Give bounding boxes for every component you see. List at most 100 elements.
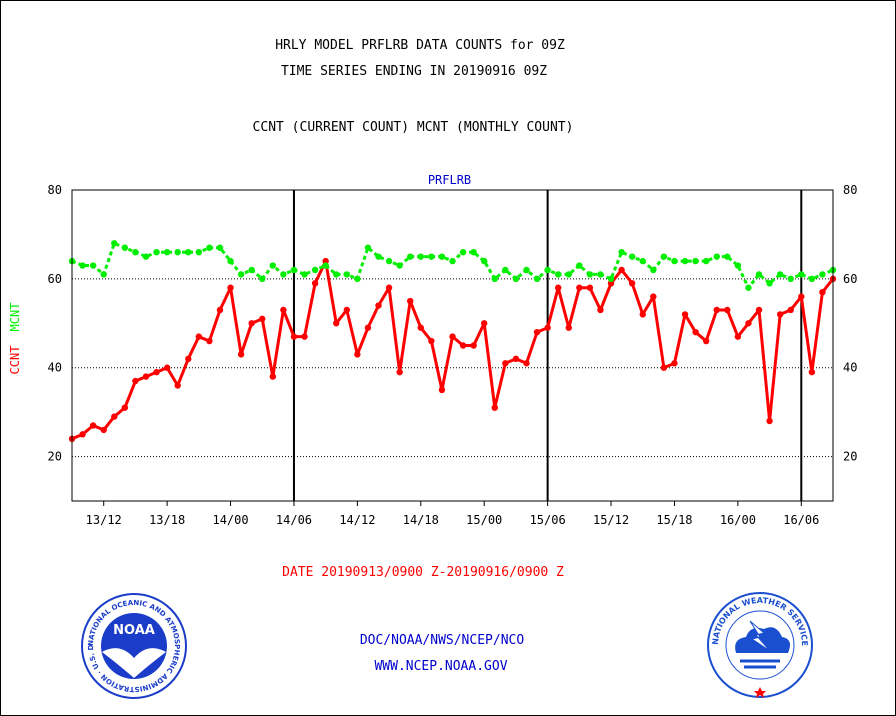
data-point-mcnt (227, 257, 234, 265)
data-point-mcnt (491, 275, 498, 283)
data-point-mcnt (132, 249, 139, 256)
data-point-ccnt (322, 257, 329, 265)
data-point-ccnt (163, 364, 171, 371)
x-tick-label: 14/00 (212, 513, 248, 527)
data-point-mcnt (417, 253, 424, 260)
x-tick-label: 16/00 (720, 513, 756, 527)
data-point-mcnt (237, 271, 245, 278)
data-point-ccnt (343, 306, 351, 314)
data-point-mcnt (343, 271, 351, 278)
data-point-ccnt (660, 364, 668, 371)
data-point-ccnt (724, 306, 731, 314)
x-tick-label: 15/18 (656, 513, 692, 527)
data-point-mcnt (79, 262, 86, 269)
header-line-1: HRLY MODEL PRFLRB DATA COUNTS for 09Z (275, 38, 565, 53)
data-point-ccnt (755, 306, 763, 314)
data-point-ccnt (745, 320, 752, 327)
data-point-mcnt (576, 262, 583, 269)
data-point-mcnt (502, 266, 509, 274)
data-point-mcnt (533, 275, 541, 283)
x-tick-label: 16/06 (783, 513, 819, 527)
x-tick-label: 15/00 (466, 513, 502, 527)
data-point-mcnt (142, 253, 150, 260)
data-point-mcnt (322, 262, 329, 269)
data-point-mcnt (607, 275, 615, 283)
data-point-ccnt (216, 306, 224, 314)
agency-label: DOC/NOAA/NWS/NCEP/NCO (359, 633, 525, 648)
y-tick-label-right: 20 (843, 450, 857, 464)
data-point-mcnt (481, 257, 488, 265)
data-point-mcnt (766, 280, 773, 287)
data-point-ccnt (354, 351, 361, 358)
data-point-mcnt (544, 266, 551, 274)
data-point-ccnt (650, 293, 657, 300)
data-point-mcnt (301, 271, 308, 278)
data-point-ccnt (311, 280, 319, 287)
data-point-ccnt (607, 280, 615, 287)
data-point-ccnt (798, 293, 805, 300)
chart-labels: 13/12 13/18 14/00 14/06 14/12 14/18 15/00 15/06… (8, 173, 857, 527)
data-point-mcnt (597, 271, 604, 278)
data-point-mcnt (100, 271, 107, 278)
data-point-mcnt (385, 257, 393, 265)
data-point-mcnt (512, 275, 520, 283)
data-point-ccnt (766, 417, 773, 425)
y-tick-label-left: 40 (48, 361, 62, 375)
data-point-ccnt (333, 320, 340, 327)
x-tick-label: 14/12 (339, 513, 375, 527)
data-point-mcnt (681, 257, 689, 265)
data-point-mcnt (618, 249, 625, 256)
data-point-mcnt (819, 271, 826, 278)
data-point-mcnt (692, 257, 699, 265)
data-point-ccnt (269, 373, 277, 380)
data-point-mcnt (586, 271, 594, 278)
data-point-ccnt (132, 377, 139, 385)
data-point-ccnt (671, 360, 678, 367)
data-point-ccnt (459, 342, 467, 349)
data-point-mcnt (671, 257, 678, 265)
data-point-mcnt (438, 253, 446, 260)
data-point-mcnt (745, 284, 752, 291)
data-point-ccnt (417, 324, 424, 331)
data-point-ccnt (734, 333, 742, 340)
data-point-mcnt (311, 266, 319, 274)
data-point-ccnt (481, 320, 488, 327)
data-point-mcnt (280, 271, 287, 278)
data-point-mcnt (290, 266, 298, 274)
data-point-ccnt (142, 373, 150, 380)
data-point-mcnt (639, 257, 646, 265)
x-tick-label: 13/18 (149, 513, 185, 527)
data-point-mcnt (216, 244, 224, 251)
data-point-ccnt (121, 404, 129, 411)
data-point-ccnt (227, 284, 234, 291)
data-point-mcnt (206, 244, 213, 251)
data-point-ccnt (396, 368, 403, 376)
website-link[interactable]: WWW.NCEP.NOAA.GOV (374, 659, 508, 674)
data-point-mcnt (755, 271, 763, 278)
data-point-ccnt (185, 355, 192, 363)
x-tick-label: 15/06 (530, 513, 566, 527)
data-point-mcnt (89, 262, 97, 269)
data-point-mcnt (396, 262, 403, 269)
data-point-ccnt (586, 284, 594, 291)
data-point-mcnt (121, 244, 129, 251)
data-point-ccnt (787, 306, 794, 314)
data-point-ccnt (576, 284, 583, 291)
data-point-mcnt (449, 257, 456, 265)
header-line-2: TIME SERIES ENDING IN 20190916 09Z (280, 64, 548, 79)
y-tick-label-left: 80 (48, 183, 62, 197)
data-point-mcnt (153, 249, 160, 256)
y-tick-label-right: 60 (843, 272, 857, 286)
data-point-ccnt (565, 324, 572, 331)
data-point-ccnt (692, 328, 699, 336)
data-point-mcnt (724, 253, 731, 260)
data-point-mcnt (111, 240, 118, 247)
data-point-ccnt (111, 413, 118, 420)
data-point-ccnt (819, 288, 826, 296)
data-point-ccnt (597, 306, 604, 314)
data-point-ccnt (385, 284, 393, 291)
y-tick-label-right: 40 (843, 361, 857, 375)
data-point-mcnt (565, 271, 572, 278)
data-point-ccnt (776, 311, 784, 318)
data-point-ccnt (533, 328, 541, 336)
